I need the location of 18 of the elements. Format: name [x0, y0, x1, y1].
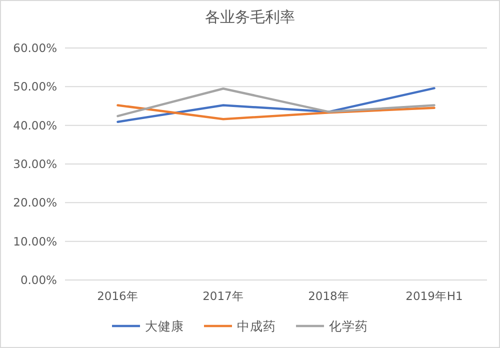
line-series [116, 87, 436, 118]
chart-title: 各业务毛利率 [205, 8, 295, 26]
y-tick-label: 20.00% [13, 196, 58, 210]
x-tick-label: 2017年 [202, 289, 244, 303]
line-series [116, 104, 436, 120]
x-tick-label: 2016年 [97, 289, 138, 303]
legend-label: 大健康 [145, 318, 184, 334]
y-tick-label: 50.00% [13, 80, 58, 94]
y-tick-label: 60.00% [13, 41, 58, 55]
legend-label: 化学药 [329, 318, 368, 334]
line-series [116, 87, 436, 123]
x-tick-label: 2018年 [308, 289, 350, 303]
y-tick-label: 0.00% [20, 273, 58, 287]
legend-label: 中成药 [237, 318, 276, 334]
y-tick-label: 40.00% [13, 118, 58, 132]
y-tick-label: 10.00% [13, 234, 58, 248]
x-tick-label: 2019年H1 [406, 289, 463, 303]
y-tick-label: 30.00% [13, 157, 58, 171]
